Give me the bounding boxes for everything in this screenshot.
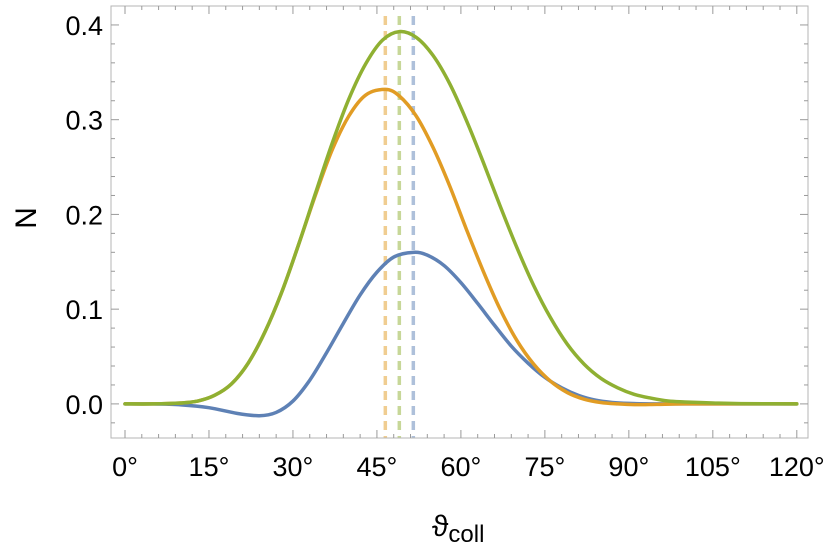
x-tick-labels: 0° 15° 30° 45° 60° 75° 90° 105° 120°: [112, 452, 825, 482]
y-tick-label: 0.1: [65, 295, 103, 325]
x-tick-label: 60°: [440, 452, 481, 482]
x-tick-label: 105°: [685, 452, 741, 482]
x-axis-title-subscript: coll: [448, 521, 484, 548]
x-tick-label: 45°: [357, 452, 398, 482]
series-line-1: [123, 250, 799, 418]
y-axis-title: N: [10, 207, 43, 229]
x-tick-label: 15°: [189, 452, 230, 482]
y-tick-label: 0.3: [65, 106, 103, 136]
y-tick-labels: 0.0 0.1 0.2 0.3 0.4: [65, 11, 103, 420]
x-axis-title: ϑcoll: [432, 510, 484, 548]
plot-frame: [110, 5, 809, 439]
series-lines: [123, 29, 799, 418]
x-tick-label: 30°: [273, 452, 314, 482]
x-tick-label: 90°: [608, 452, 649, 482]
y-tick-label: 0.4: [65, 11, 103, 41]
x-axis-title-symbol: ϑ: [432, 510, 449, 543]
series-line-3: [123, 29, 799, 406]
series-line-2: [123, 87, 799, 407]
x-tick-label: 0°: [112, 452, 138, 482]
x-tick-label: 120°: [769, 452, 825, 482]
y-tick-label: 0.2: [65, 200, 103, 230]
peak-markers: [383, 16, 416, 438]
y-tick-label: 0.0: [65, 390, 103, 420]
axis-ticks: [111, 6, 808, 438]
x-tick-label: 75°: [524, 452, 565, 482]
